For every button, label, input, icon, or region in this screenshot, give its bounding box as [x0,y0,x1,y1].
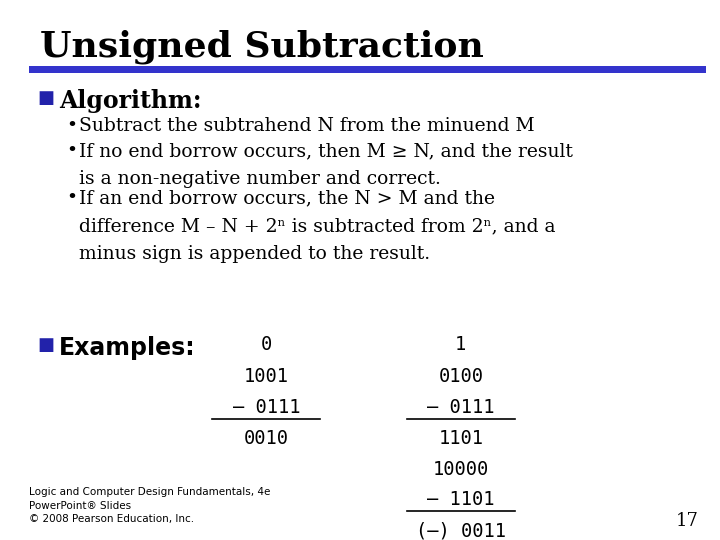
Text: – 1101: – 1101 [427,490,495,509]
Text: If no end borrow occurs, then M ≥ N, and the result: If no end borrow occurs, then M ≥ N, and… [79,142,573,160]
Text: (–) 0011: (–) 0011 [416,521,505,540]
Text: •: • [66,117,77,134]
Text: Algorithm:: Algorithm: [59,89,202,113]
Text: •: • [66,142,77,160]
Text: Logic and Computer Design Fundamentals, 4e
PowerPoint® Slides
© 2008 Pearson Edu: Logic and Computer Design Fundamentals, … [29,488,270,524]
Text: 1001: 1001 [244,367,289,386]
Text: Examples:: Examples: [59,336,196,360]
Text: 1101: 1101 [438,429,483,448]
Text: 0: 0 [261,335,272,354]
Text: 0100: 0100 [438,367,483,386]
Text: difference M – N + 2ⁿ is subtracted from 2ⁿ, and a: difference M – N + 2ⁿ is subtracted from… [79,217,556,235]
FancyBboxPatch shape [29,66,706,73]
Text: minus sign is appended to the result.: minus sign is appended to the result. [79,245,431,263]
Text: Unsigned Subtraction: Unsigned Subtraction [40,30,483,64]
Text: 10000: 10000 [433,460,489,478]
Text: 17: 17 [675,512,698,530]
Text: – 0111: – 0111 [427,398,495,417]
Text: is a non-negative number and correct.: is a non-negative number and correct. [79,170,441,188]
Text: 0010: 0010 [244,429,289,448]
Text: 1: 1 [455,335,467,354]
Text: If an end borrow occurs, the N > M and the: If an end borrow occurs, the N > M and t… [79,189,495,207]
Text: ■: ■ [37,89,55,107]
Text: – 0111: – 0111 [233,398,300,417]
Text: •: • [66,189,77,207]
Text: ■: ■ [37,336,55,354]
Text: Subtract the subtrahend N from the minuend M: Subtract the subtrahend N from the minue… [79,117,535,134]
